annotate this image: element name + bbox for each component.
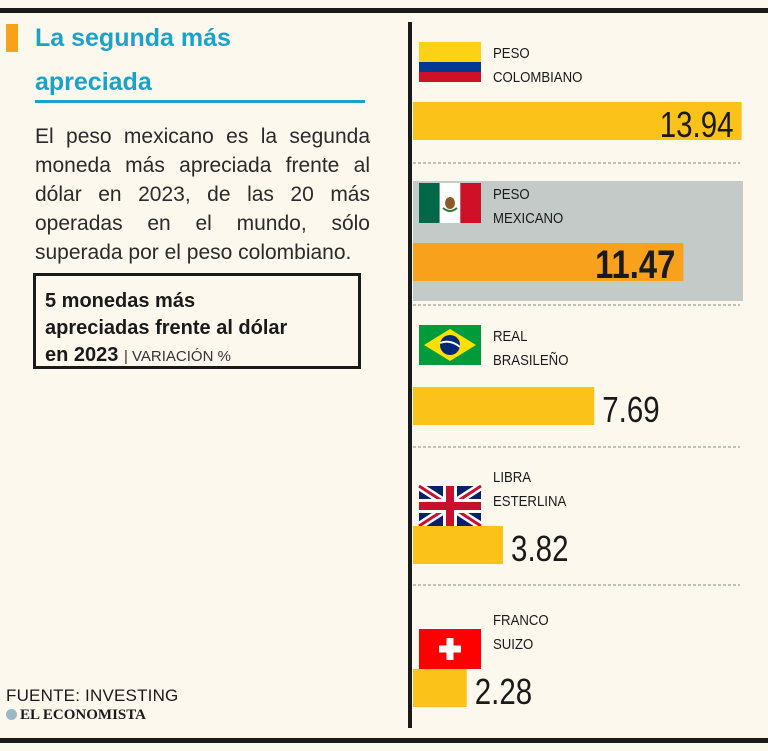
chart-title-line-2: apreciadas frente al dólar [45,317,288,339]
category-label-line-1: FRANCO [493,611,549,628]
publisher-logo: EL ECONOMISTA [6,707,146,724]
headline-line-2: apreciada [35,68,152,96]
top-rule [0,8,768,13]
category-label-line-2: SUIZO [493,635,533,652]
uk-flag-icon [416,482,484,530]
headline-line-1: La segunda más [35,24,231,52]
chart-axis-line [408,22,412,728]
data-label: 2.28 [475,671,532,711]
brazil-flag-icon [419,325,481,365]
headline-divider [35,100,365,103]
data-label: 11.47 [595,242,675,287]
data-label: 13.94 [660,104,734,144]
bottom-rule [0,738,768,743]
colombia-flag-icon [419,42,481,82]
publisher-name: EL ECONOMISTA [20,707,146,723]
bar [413,526,504,564]
source-credit: FUENTE: INVESTING [6,686,179,705]
category-label-line-2: BRASILEÑO [493,351,568,368]
category-label-line-2: COLOMBIANO [493,68,582,85]
bar [413,243,684,281]
category-label-line-2: ESTERLINA [493,492,567,509]
switzerland-flag-icon [419,629,481,669]
mexico-flag-icon [419,183,481,223]
body-text: El peso mexicano es la segunda moneda má… [35,125,370,264]
headline: La segunda más apreciada [35,16,365,104]
data-label: 7.69 [602,389,659,429]
bar [413,669,467,707]
publisher-mark-icon [6,709,17,720]
chart-title-line-1: 5 monedas más [45,290,196,312]
data-label: 3.82 [511,528,568,568]
category-label-line-1: PESO [493,185,530,202]
chart-unit-label: VARIACIÓN % [132,348,231,365]
category-label-line-1: LIBRA [493,468,532,485]
chart-title-line-3: en 2023 [45,344,119,366]
chart-title-box: 5 monedas más apreciadas frente al dólar… [33,273,361,369]
headline-accent-bar [6,24,18,52]
category-label-line-1: REAL [493,327,528,344]
bar [413,102,742,140]
bar [413,387,595,425]
category-label-line-2: MEXICANO [493,209,563,226]
category-label-line-1: PESO [493,44,530,61]
